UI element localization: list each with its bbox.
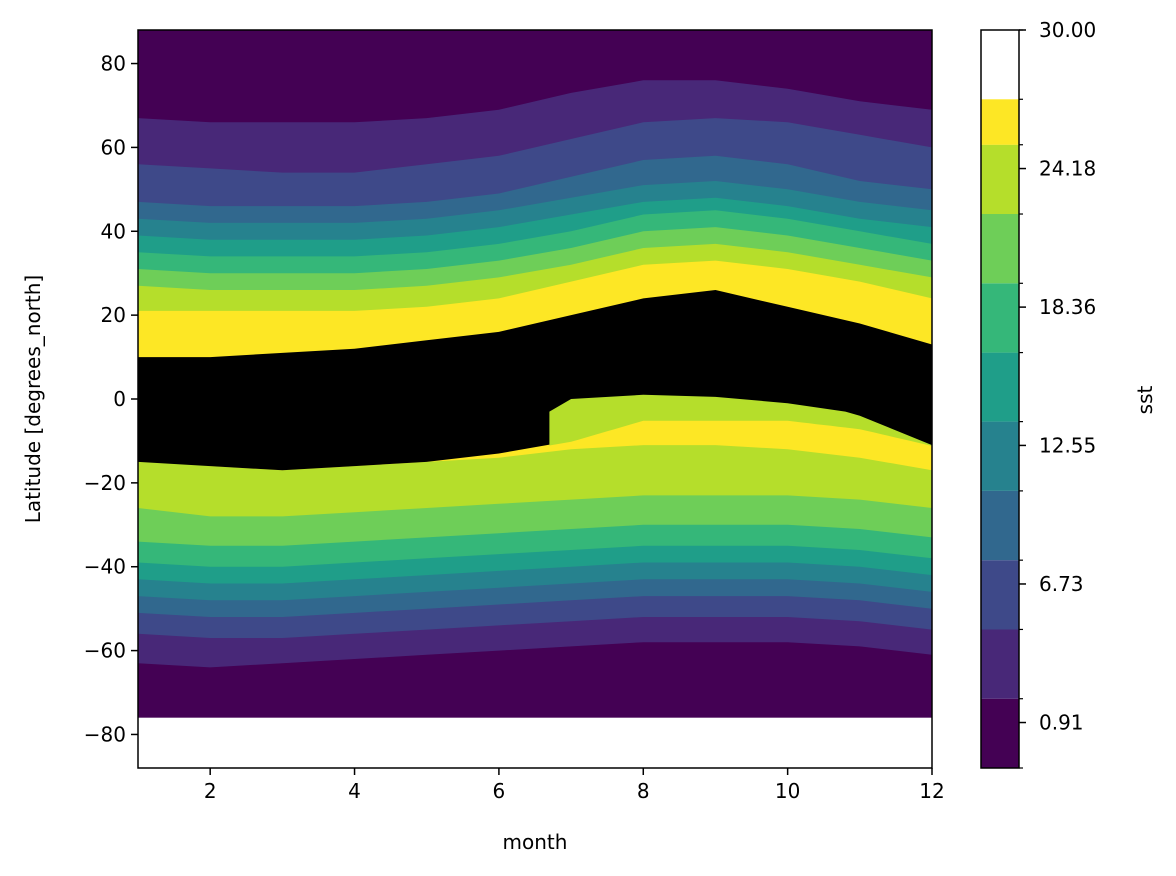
x-tick-label: 10 (775, 779, 800, 803)
colorbar-label: sst (1133, 386, 1157, 415)
y-tick-label: −20 (84, 471, 126, 495)
contour-field (138, 30, 932, 718)
colorbar-segment (981, 560, 1019, 630)
contour-tongue (549, 394, 932, 446)
x-tick-label: 12 (919, 779, 944, 803)
colorbar-segment (981, 214, 1019, 284)
y-tick-label: 20 (101, 303, 126, 327)
y-axis: −80 −60 −40 −20 0 20 40 60 80 (84, 52, 138, 746)
colorbar-tick-label: 24.18 (1039, 157, 1096, 181)
x-axis: 2 4 6 8 10 12 (204, 768, 945, 803)
colorbar-tick-label: 30.00 (1039, 18, 1096, 42)
colorbar-segment (981, 698, 1019, 768)
x-tick-label: 4 (348, 779, 361, 803)
y-axis-label: Latitude [degrees_north] (21, 275, 45, 523)
x-tick-label: 8 (637, 779, 650, 803)
colorbar-segment (981, 99, 1019, 145)
colorbar-tick-label: 12.55 (1039, 433, 1096, 457)
colorbar-segment (981, 352, 1019, 422)
y-tick-label: 0 (113, 387, 126, 411)
y-tick-label: −60 (84, 639, 126, 663)
x-axis-label: month (503, 830, 568, 854)
colorbar-tick-label: 6.73 (1039, 572, 1084, 596)
y-tick-label: 60 (101, 135, 126, 159)
x-tick-label: 2 (204, 779, 217, 803)
colorbar-segment (981, 144, 1019, 214)
colorbar-tick-label: 18.36 (1039, 295, 1096, 319)
y-tick-label: 40 (101, 219, 126, 243)
y-tick-label: 80 (101, 52, 126, 76)
colorbar-frame (980, 29, 1020, 769)
colorbar: 0.91 6.73 12.55 18.36 24.18 30.00 (980, 18, 1096, 769)
colorbar-segment (981, 629, 1019, 699)
colorbar-segment (981, 283, 1019, 353)
colorbar-segment (981, 421, 1019, 491)
colorbar-segment (981, 490, 1019, 561)
x-tick-label: 6 (493, 779, 506, 803)
y-tick-label: −80 (84, 722, 126, 746)
y-tick-label: −40 (84, 555, 126, 579)
contour-band-10 (138, 290, 932, 471)
colorbar-tick-label: 0.91 (1039, 711, 1084, 735)
